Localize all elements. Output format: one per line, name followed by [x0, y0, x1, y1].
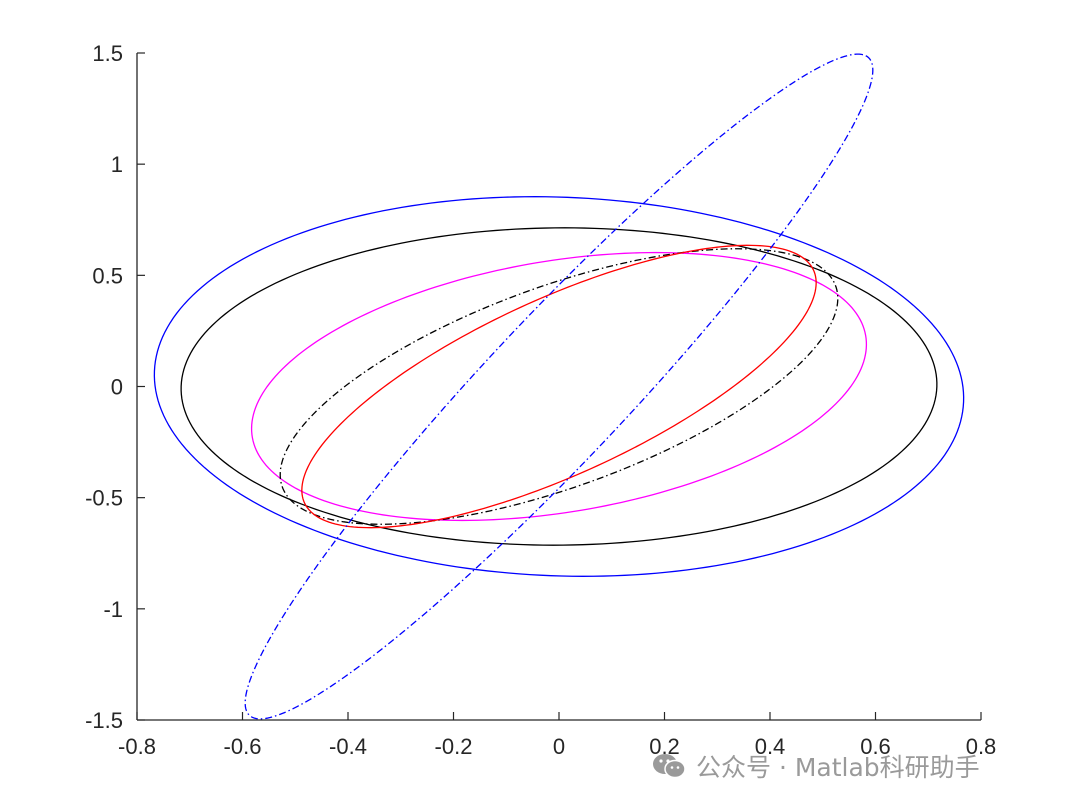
y-tick-label: -0.5 — [85, 486, 123, 511]
watermark-text: 公众号 · Matlab科研助手 — [696, 753, 980, 782]
series-ellipse-4 — [279, 248, 839, 525]
x-tick-label: 0.4 — [755, 734, 786, 759]
y-tick-label: -1 — [103, 597, 123, 622]
x-tick-label: 0.6 — [860, 734, 891, 759]
y-tick-label: 0.5 — [92, 263, 123, 288]
y-tick-label: -1.5 — [85, 708, 123, 733]
wechat-icon — [653, 754, 686, 779]
y-tick-label: 0 — [111, 375, 123, 400]
chart-curves — [153, 53, 965, 720]
chart-axes: -0.8 -0.6 -0.4 -0.2 0 0.2 0.4 0.6 0.8-1.5-1-0.50… — [85, 41, 996, 759]
x-tick-label: -0.6 — [224, 734, 262, 759]
series-ellipse-2 — [180, 227, 938, 546]
x-tick-label: -0.4 — [329, 734, 367, 759]
series-ellipse-6 — [244, 53, 874, 720]
series-ellipse-5 — [301, 244, 817, 529]
y-tick-label: 1 — [111, 152, 123, 177]
x-tick-label: -0.8 — [118, 734, 156, 759]
series-ellipse-3 — [250, 251, 868, 522]
x-tick-label: 0.8 — [966, 734, 997, 759]
x-tick-label: -0.2 — [435, 734, 473, 759]
y-tick-label: 1.5 — [92, 41, 123, 66]
x-tick-label: 0 — [553, 734, 565, 759]
series-ellipse-1 — [153, 196, 965, 577]
watermark: 公众号 · Matlab科研助手 — [652, 748, 980, 784]
